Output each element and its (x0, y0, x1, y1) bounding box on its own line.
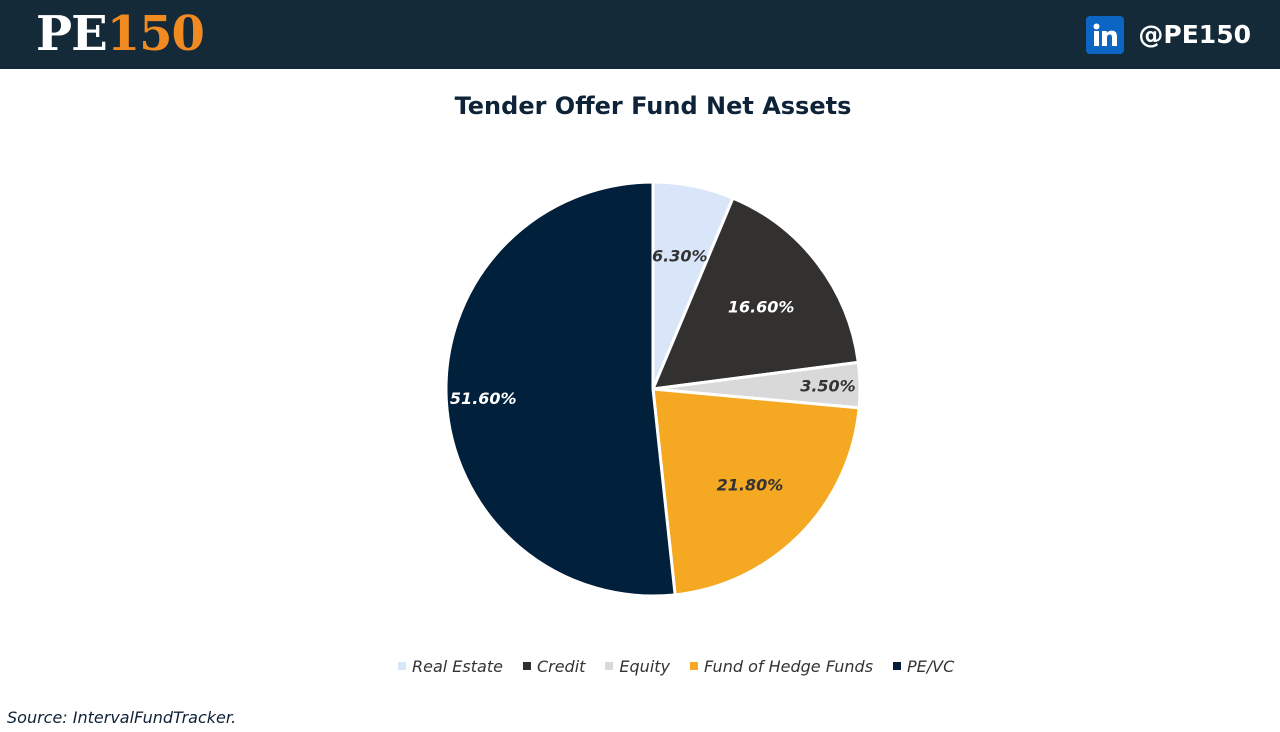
chart-legend: Real Estate Credit Equity Fund of Hedge Fun… (398, 654, 954, 678)
social-link[interactable]: @PE150 (1086, 16, 1251, 54)
data-label-pe-vc: 51.60% (450, 389, 517, 408)
header-bar: PE150 @PE150 (0, 0, 1280, 69)
social-handle[interactable]: @PE150 (1138, 20, 1251, 49)
legend-swatch (893, 662, 902, 670)
pie-slice-credit[interactable] (651, 196, 860, 391)
legend-swatch (605, 662, 614, 670)
legend-swatch (398, 662, 406, 670)
pie-slice-pe-vc[interactable] (444, 180, 677, 598)
legend-label: PE/VC (907, 656, 955, 676)
linkedin-icon[interactable] (1086, 16, 1125, 54)
data-label-real-estate: 6.30% (652, 247, 708, 266)
legend-item-fund-of-hedge-funds: Fund of Hedge Funds (690, 657, 873, 676)
legend-swatch (690, 662, 698, 670)
logo-text-number: 150 (106, 6, 205, 62)
legend-item-pe-vc: PE/VC (893, 657, 954, 676)
data-label-fund-of-hedge-funds: 21.80% (717, 475, 784, 494)
legend-item-credit: Credit (522, 656, 586, 676)
legend-item-real-estate: Real Estate (398, 657, 503, 676)
legend-swatch (522, 662, 531, 670)
chart-title: Tender Offer Fund Net Assets (454, 92, 852, 120)
pie-slice-fund-of-hedge-funds[interactable] (651, 387, 861, 597)
data-label-credit: 16.60% (728, 298, 795, 317)
pe150-logo[interactable]: PE150 (36, 6, 205, 62)
legend-label: Equity (619, 656, 670, 676)
logo-text-pe: PE (36, 6, 108, 62)
source-note: Source: IntervalFundTracker. (7, 708, 237, 727)
legend-label: Real Estate (412, 656, 503, 676)
legend-label: Credit (536, 656, 586, 676)
data-label-equity: 3.50% (800, 377, 856, 396)
legend-label: Fund of Hedge Funds (704, 656, 874, 676)
legend-item-equity: Equity (605, 657, 670, 676)
